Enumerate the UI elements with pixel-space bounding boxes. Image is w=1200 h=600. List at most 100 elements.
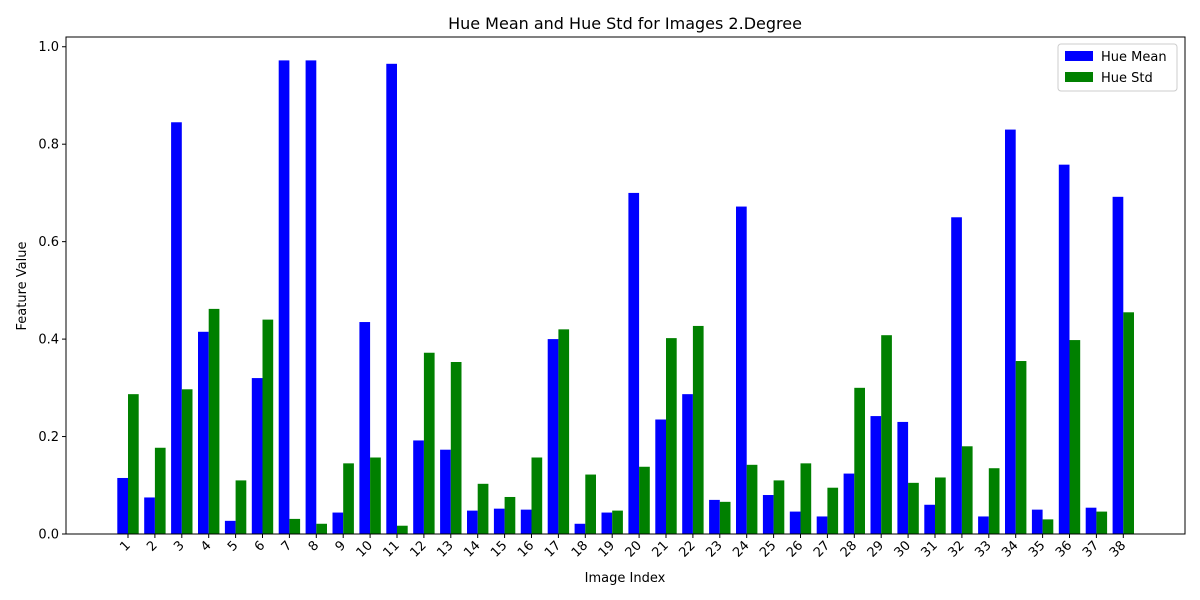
x-tick-label: 2 [144,538,160,554]
y-tick-label: 0.2 [38,430,59,445]
bar-hue-std-18 [585,474,596,534]
bar-hue-std-3 [181,389,193,534]
x-tick-label: 17 [542,538,564,560]
bar-hue-mean-27 [816,516,828,534]
x-tick-label: 29 [865,538,887,560]
x-tick-label: 13 [434,538,456,560]
bar-hue-mean-37 [1085,507,1097,534]
bar-hue-mean-22 [682,394,693,534]
bar-hue-mean-36 [1058,164,1070,534]
bar-hue-std-6 [262,319,274,534]
chart-title: Hue Mean and Hue Std for Images 2.Degree [448,14,802,33]
bar-hue-mean-29 [870,416,882,534]
y-tick-label: 1.0 [38,40,59,55]
bar-hue-std-20 [639,466,650,534]
x-tick-label: 21 [650,538,672,560]
bars-group [117,60,1134,535]
x-tick-label: 14 [461,538,483,560]
y-tick-label: 0.8 [38,138,59,153]
x-axis-label: Image Index [585,571,666,586]
bar-hue-mean-15 [493,508,505,534]
bar-hue-std-23 [719,501,731,534]
bar-hue-mean-31 [924,504,935,534]
x-tick-label: 5 [225,538,241,554]
legend-swatch-hue-mean [1065,51,1093,61]
bar-hue-std-21 [666,338,677,534]
bar-hue-std-12 [423,352,435,534]
x-tick-label: 4 [198,538,214,554]
bar-hue-std-32 [961,446,973,534]
bar-hue-mean-12 [413,440,424,534]
bar-hue-mean-6 [251,378,263,534]
x-tick-label: 32 [945,538,967,560]
bar-hue-mean-18 [574,523,586,534]
x-tick-label: 27 [811,538,833,560]
bar-hue-mean-33 [978,516,989,534]
bar-hue-mean-20 [628,192,640,535]
bar-hue-mean-23 [709,499,720,534]
bar-hue-std-26 [800,463,812,534]
bar-hue-std-36 [1069,340,1081,534]
bar-hue-std-37 [1096,511,1108,534]
bar-hue-std-11 [397,525,408,534]
bar-hue-std-31 [935,477,946,534]
bar-hue-mean-32 [951,217,962,534]
bar-hue-std-25 [773,480,785,534]
bar-hue-mean-38 [1112,196,1124,534]
y-tick-label: 0.6 [38,235,59,250]
bar-hue-std-8 [316,523,327,534]
legend-swatch-hue-std [1065,72,1093,82]
x-tick-label: 25 [757,538,779,560]
y-tick-label: 0.4 [38,333,59,348]
plot-frame [65,36,1186,535]
x-tick-label: 35 [1026,538,1048,560]
x-tick-label: 28 [838,538,860,560]
legend: Hue Mean Hue Std [1057,43,1178,92]
bar-hue-std-30 [908,482,919,534]
bar-hue-mean-30 [897,421,909,534]
x-tick-label: 11 [381,538,403,560]
x-tick-label: 26 [784,538,806,560]
x-tick-label: 24 [730,538,752,560]
x-tick-label: 12 [407,538,429,560]
x-tick-label: 33 [972,538,994,560]
x-tick-label: 37 [1080,538,1102,560]
bar-hue-mean-16 [520,509,532,534]
bar-hue-std-13 [450,362,462,534]
bar-hue-std-29 [881,335,892,534]
x-tick-label: 8 [306,538,322,554]
bar-hue-mean-5 [224,520,236,534]
bar-hue-mean-34 [1005,129,1016,534]
x-tick-label: 3 [171,538,187,554]
bar-hue-std-5 [235,480,247,534]
bar-hue-mean-9 [332,512,344,534]
bar-hue-std-14 [477,483,489,534]
bar-hue-mean-19 [601,512,613,534]
legend-label-hue-mean: Hue Mean [1101,50,1167,65]
bar-hue-mean-3 [171,122,182,535]
x-tick-label: 6 [252,538,268,554]
bar-hue-mean-24 [736,206,747,534]
y-tick-label: 0.0 [38,528,59,543]
bar-hue-mean-10 [359,322,371,534]
bar-hue-mean-28 [843,473,855,534]
x-tick-label: 22 [676,538,698,560]
x-tick-label: 36 [1053,538,1075,560]
bar-hue-std-9 [343,463,354,534]
y-axis-label: Feature Value [15,242,30,331]
y-axis: 0.0 0.2 0.4 0.6 0.8 1.0 [38,40,66,543]
bar-hue-mean-25 [762,495,774,534]
bar-hue-std-7 [289,518,301,534]
bar-hue-std-2 [154,447,166,534]
x-axis: 1 2 3 4 5 6 7 8 9 10 11 12 13 14 15 16 17 18 19 20 21 22 23 24 2… [117,534,1129,561]
bar-hue-std-38 [1123,312,1134,534]
x-tick-label: 15 [488,538,510,560]
x-tick-label: 16 [515,538,537,560]
bar-hue-mean-2 [144,497,155,534]
x-tick-label: 30 [892,538,914,560]
x-tick-label: 18 [569,538,591,560]
x-tick-label: 19 [596,538,618,560]
bar-hue-std-27 [827,487,839,534]
bar-hue-std-10 [370,457,381,534]
